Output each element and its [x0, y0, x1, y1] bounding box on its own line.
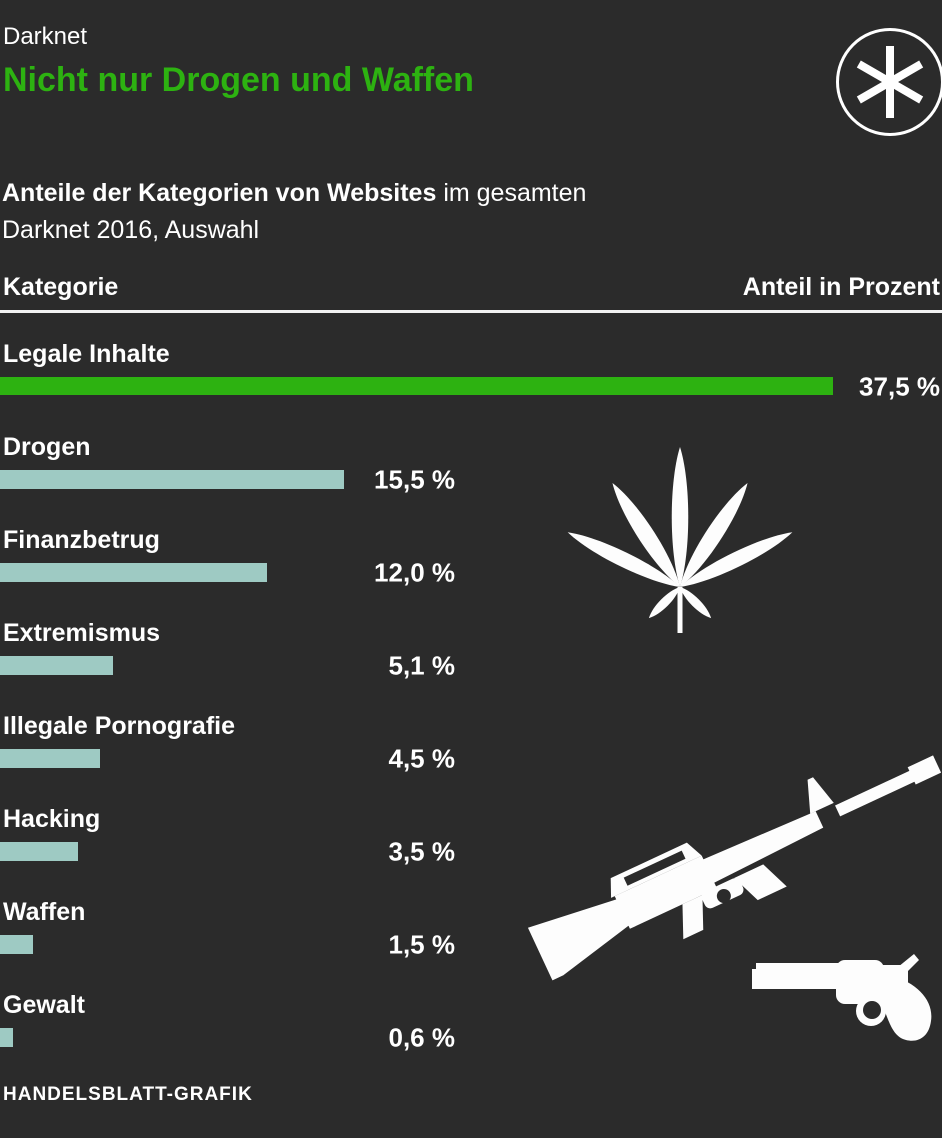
bar	[0, 563, 267, 582]
value-label: 1,5 %	[388, 929, 456, 959]
bar	[0, 656, 113, 675]
bar-track: 3,5 %	[0, 836, 942, 866]
bar-track: 4,5 %	[0, 743, 942, 773]
bar-track: 37,5 %	[0, 371, 942, 401]
category-label: Finanzbetrug	[3, 526, 160, 554]
bar	[0, 935, 33, 954]
value-label: 0,6 %	[388, 1022, 456, 1052]
category-label: Gewalt	[3, 991, 85, 1019]
value-label: 12,0 %	[374, 557, 455, 587]
source-credit: HANDELSBLATT-GRAFIK	[3, 1084, 253, 1105]
bar-row: Hacking 3,5 %	[0, 805, 942, 866]
handelsblatt-logo	[836, 28, 942, 136]
page-title: Nicht nur Drogen und Waffen	[3, 61, 474, 99]
bar-row: Drogen 15,5 %	[0, 433, 942, 494]
value-label: 15,5 %	[374, 464, 455, 494]
table-header: Kategorie Anteil in Prozent	[3, 272, 940, 302]
category-label: Waffen	[3, 898, 86, 926]
divider-rule	[0, 310, 942, 313]
category-label: Legale Inhalte	[3, 340, 170, 368]
subtitle: Anteile der Kategorien von Websites im g…	[2, 175, 942, 249]
bar-track: 15,5 %	[0, 464, 942, 494]
bar-track: 12,0 %	[0, 557, 942, 587]
value-label: 5,1 %	[388, 650, 456, 680]
bar-row: Legale Inhalte 37,5 %	[0, 340, 942, 401]
asterisk-icon	[856, 46, 924, 118]
bar-row: Finanzbetrug 12,0 %	[0, 526, 942, 587]
bar-row: Extremismus 5,1 %	[0, 619, 942, 680]
value-label: 4,5 %	[388, 743, 456, 773]
subtitle-line2: Darknet 2016, Auswahl	[2, 216, 260, 244]
column-anteil: Anteil in Prozent	[742, 273, 940, 301]
header: Darknet Nicht nur Drogen und Waffen	[0, 22, 942, 136]
bar	[0, 470, 344, 489]
subtitle-bold: Anteile der Kategorien von Websites	[2, 179, 437, 207]
bar-track: 5,1 %	[0, 650, 942, 680]
kicker: Darknet	[3, 23, 88, 50]
value-label: 37,5 %	[859, 371, 940, 401]
category-label: Extremismus	[3, 619, 161, 647]
category-label: Drogen	[3, 433, 91, 461]
bar	[0, 377, 833, 395]
category-label: Hacking	[3, 805, 101, 833]
bar-chart: Legale Inhalte 37,5 % Drogen 15,5 % Fina…	[0, 340, 942, 1052]
bar	[0, 842, 78, 861]
subtitle-rest: im gesamten	[436, 179, 587, 207]
bar-row: Waffen 1,5 %	[0, 898, 942, 959]
column-kategorie: Kategorie	[3, 273, 119, 301]
bar-track: 1,5 %	[0, 929, 942, 959]
bar	[0, 1028, 13, 1047]
category-label: Illegale Pornografie	[3, 712, 236, 740]
bar	[0, 749, 100, 768]
bar-row: Illegale Pornografie 4,5 %	[0, 712, 942, 773]
bar-track: 0,6 %	[0, 1022, 942, 1052]
bar-row: Gewalt 0,6 %	[0, 991, 942, 1052]
value-label: 3,5 %	[388, 836, 456, 866]
